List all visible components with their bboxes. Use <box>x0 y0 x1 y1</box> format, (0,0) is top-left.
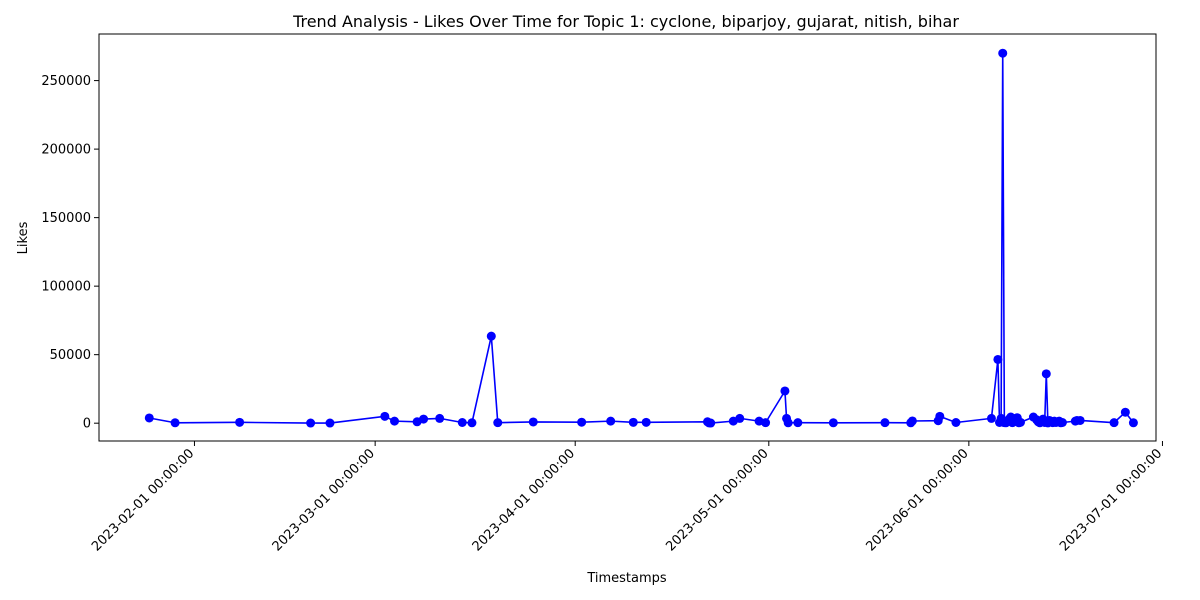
data-point <box>380 411 390 421</box>
y-axis-label: Likes <box>16 221 31 254</box>
data-point <box>486 331 496 341</box>
plot-frame <box>98 33 1157 442</box>
data-point <box>606 416 616 426</box>
data-point <box>1015 417 1025 427</box>
y-tick-label: 250000 <box>41 74 91 89</box>
data-point <box>1075 415 1085 425</box>
data-point <box>390 416 400 426</box>
data-point <box>935 411 945 421</box>
plot-layer <box>144 48 1138 428</box>
x-axis: 2023-02-01 00:00:00 2023-03-01 00:00:00 20… <box>89 441 1165 554</box>
x-tick-label: 2023-03-01 00:00:00 <box>270 446 378 554</box>
data-point <box>706 418 716 428</box>
y-tick-label: 150000 <box>41 211 91 226</box>
data-point <box>951 418 961 427</box>
data-point <box>1041 369 1051 379</box>
chart-title: Trend Analysis - Likes Over Time for Top… <box>292 12 959 31</box>
data-point <box>993 354 1003 364</box>
data-point <box>467 418 477 428</box>
data-point <box>419 414 429 424</box>
y-tick-label: 200000 <box>41 143 91 158</box>
data-point <box>577 417 587 427</box>
x-tick-label: 2023-06-01 00:00:00 <box>863 446 971 554</box>
y-tick-label: 100000 <box>41 280 91 295</box>
data-point <box>1109 418 1119 428</box>
x-tick-label: 2023-04-01 00:00:00 <box>470 446 578 554</box>
y-axis: 0 50000 100000 150000 200000 250000 <box>41 74 99 432</box>
data-point <box>170 418 180 428</box>
data-point <box>761 418 771 428</box>
x-tick-label: 2023-05-01 00:00:00 <box>663 446 771 554</box>
data-point <box>1057 418 1067 427</box>
data-point <box>998 48 1008 58</box>
data-point <box>528 417 538 427</box>
data-point <box>306 418 316 428</box>
x-tick-label: 2023-07-01 00:00:00 <box>1057 446 1165 554</box>
data-point <box>783 418 793 428</box>
data-point <box>235 417 245 427</box>
data-point <box>641 417 651 427</box>
data-point <box>780 386 790 396</box>
data-point <box>493 418 503 428</box>
data-point <box>457 418 467 427</box>
data-point <box>793 418 803 428</box>
data-point <box>735 413 745 423</box>
data-point <box>1120 407 1130 417</box>
y-tick-label: 50000 <box>50 348 91 363</box>
y-tick-label: 0 <box>83 417 91 432</box>
x-tick-label: 2023-02-01 00:00:00 <box>89 446 197 554</box>
data-point <box>880 418 890 428</box>
data-point <box>1128 418 1138 428</box>
x-axis-label: Timestamps <box>586 571 667 586</box>
series-line <box>149 52 1135 424</box>
data-point <box>628 417 638 427</box>
data-point <box>144 413 154 423</box>
data-point <box>325 418 335 428</box>
data-point <box>907 416 917 426</box>
data-point <box>435 413 445 423</box>
data-point <box>828 418 838 428</box>
data-point <box>986 413 996 423</box>
